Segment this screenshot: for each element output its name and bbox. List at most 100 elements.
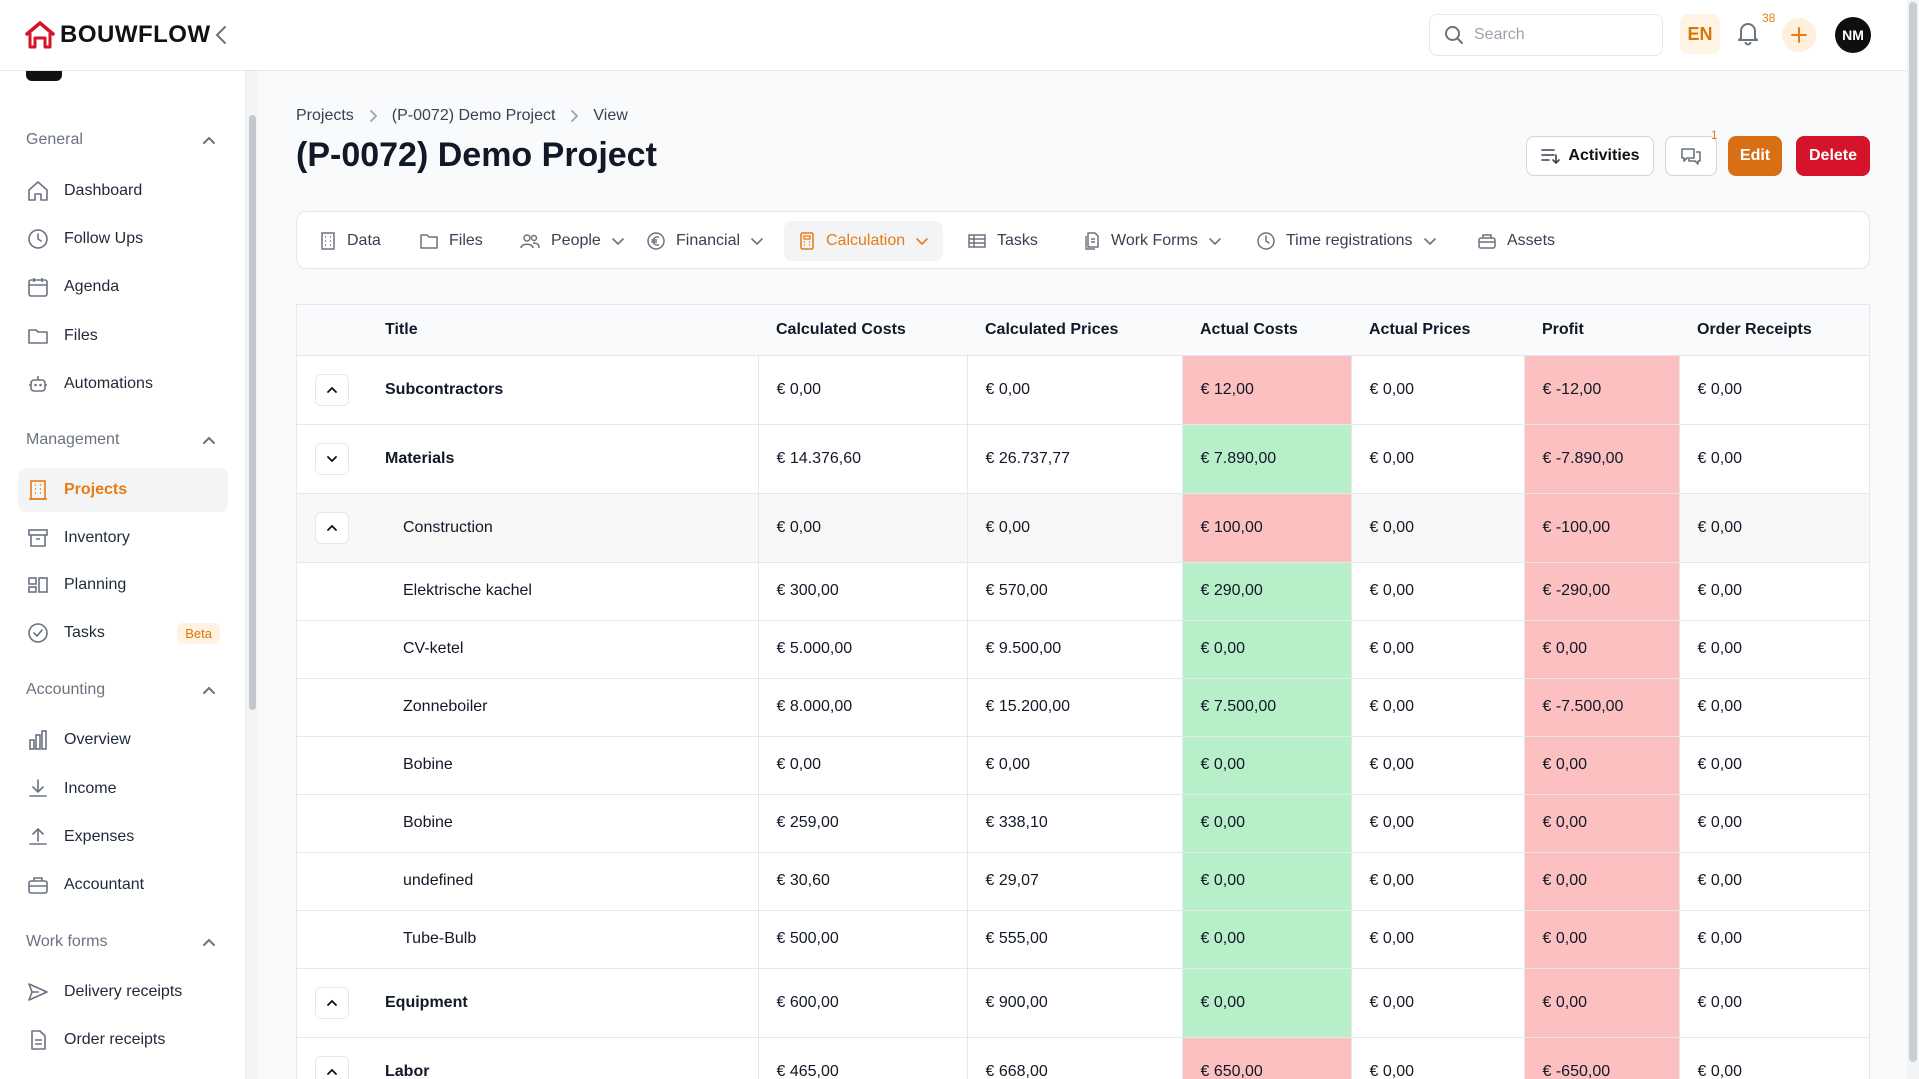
sidebar-item-follow-ups[interactable]: Follow Ups (18, 217, 228, 261)
search-box[interactable] (1429, 14, 1663, 56)
robot-icon (26, 372, 50, 396)
row-title: Bobine (367, 736, 758, 795)
sidebar-item-expenses[interactable]: Expenses (18, 815, 228, 859)
calculated-prices-cell: € 900,00 (966, 968, 1182, 1038)
sidebar-item-order-receipts[interactable]: Order receipts (18, 1018, 228, 1062)
tab-financial[interactable]: Financial (632, 221, 778, 261)
chevron-down-icon (916, 238, 928, 246)
column-header-actual-costs[interactable]: Actual Costs (1182, 305, 1351, 356)
column-header-calculated-prices[interactable]: Calculated Prices (967, 305, 1182, 356)
expand-toggle-button[interactable] (315, 986, 349, 1019)
delete-button[interactable]: Delete (1796, 136, 1870, 176)
sidebar-item-label: Income (64, 780, 117, 797)
user-avatar[interactable]: NM (1835, 17, 1871, 53)
order-receipts-cell: € 0,00 (1678, 424, 1869, 494)
expand-toggle-button[interactable] (315, 511, 349, 544)
sidebar: General Dashboard Follow Ups Agenda File… (0, 71, 246, 1079)
sidebar-item-delivery-receipts[interactable]: Delivery receipts (18, 970, 228, 1014)
expand-toggle-button[interactable] (315, 1055, 349, 1079)
tab-data[interactable]: Data (305, 221, 395, 261)
row-title: undefined (367, 852, 758, 911)
profit-cell: € -7.500,00 (1523, 678, 1679, 737)
tab-calculation[interactable]: Calculation (784, 221, 944, 261)
actual-prices-cell: € 0,00 (1350, 910, 1524, 969)
sidebar-item-income[interactable]: Income (18, 767, 228, 811)
sidebar-item-projects[interactable]: Projects (18, 468, 228, 512)
sidebar-section-general[interactable]: General (26, 131, 216, 149)
page-scrollbar-thumb[interactable] (1909, 2, 1917, 1062)
collapse-sidebar-button[interactable] (212, 24, 232, 46)
notifications-button[interactable] (1736, 20, 1760, 46)
search-input[interactable] (1474, 26, 1644, 44)
top-bar: BOUWFLOW EN 38 NM (0, 0, 1907, 71)
chevron-up-icon (203, 436, 215, 444)
column-header-title[interactable]: Title (367, 305, 758, 356)
column-header-calculated-costs[interactable]: Calculated Costs (758, 305, 967, 356)
row-title: CV-ketel (367, 620, 758, 679)
sidebar-item-label: Planning (64, 576, 127, 593)
comments-button[interactable] (1665, 136, 1717, 176)
table-row: Bobine € 259,00 € 338,10 € 0,00 € 0,00 €… (297, 794, 1869, 853)
table-row: Materials € 14.376,60 € 26.737,77 € 7.89… (297, 424, 1869, 494)
search-icon (1445, 26, 1463, 44)
row-title: Elektrische kachel (367, 562, 758, 621)
tab-files[interactable]: Files (405, 221, 497, 261)
tab-people[interactable]: People (505, 221, 639, 261)
upload-icon (26, 825, 50, 849)
sidebar-section-accounting[interactable]: Accounting (26, 681, 216, 699)
chevron-up-icon (327, 386, 337, 393)
tab-label: Data (347, 232, 381, 249)
sidebar-section-work-forms[interactable]: Work forms (26, 933, 216, 951)
tab-assets[interactable]: Assets (1463, 221, 1569, 261)
actual-costs-cell: € 0,00 (1181, 910, 1351, 969)
sidebar-item-planning[interactable]: Planning (18, 563, 228, 607)
toggle-cell (297, 852, 367, 911)
sidebar-item-label: Projects (64, 481, 128, 498)
row-title: Bobine (367, 794, 758, 853)
actual-costs-cell: € 650,00 (1181, 1037, 1351, 1079)
calculated-prices-cell: € 0,00 (966, 355, 1182, 425)
actual-costs-cell: € 0,00 (1181, 736, 1351, 795)
row-title: Labor (367, 1037, 758, 1079)
activities-button[interactable]: Activities (1526, 136, 1654, 176)
actual-prices-cell: € 0,00 (1350, 562, 1524, 621)
tab-label: Time registrations (1286, 232, 1413, 249)
calculated-costs-cell: € 300,00 (757, 562, 967, 621)
column-header-profit[interactable]: Profit (1524, 305, 1679, 356)
sidebar-item-agenda[interactable]: Agenda (18, 265, 228, 309)
sidebar-item-label: Dashboard (64, 182, 143, 199)
column-header-actual-prices[interactable]: Actual Prices (1351, 305, 1524, 356)
toggle-cell (297, 794, 367, 853)
sidebar-item-overview[interactable]: Overview (18, 718, 228, 762)
expand-toggle-button[interactable] (315, 373, 349, 406)
plus-icon (1791, 27, 1807, 43)
tab-tasks[interactable]: Tasks (953, 221, 1052, 261)
table-header-row: Title Calculated Costs Calculated Prices… (297, 305, 1869, 356)
tab-time-registrations[interactable]: Time registrations (1242, 221, 1451, 261)
sidebar-item-accountant[interactable]: Accountant (18, 863, 228, 907)
table-row: Subcontractors € 0,00 € 0,00 € 12,00 € 0… (297, 355, 1869, 425)
sidebar-item-dashboard[interactable]: Dashboard (18, 169, 228, 213)
edit-button[interactable]: Edit (1728, 136, 1782, 176)
actual-costs-cell: € 0,00 (1181, 620, 1351, 679)
sidebar-item-label: Agenda (64, 278, 120, 295)
sidebar-section-management[interactable]: Management (26, 431, 216, 449)
breadcrumb-project[interactable]: (P-0072) Demo Project (391, 107, 556, 124)
app-logo[interactable]: BOUWFLOW (24, 20, 211, 50)
sidebar-item-automations[interactable]: Automations (18, 362, 228, 406)
column-header-order-receipts[interactable]: Order Receipts (1679, 305, 1869, 356)
order-receipts-cell: € 0,00 (1678, 910, 1869, 969)
sidebar-scrollbar-thumb[interactable] (249, 115, 256, 710)
quick-add-button[interactable] (1782, 18, 1816, 52)
expand-toggle-button[interactable] (315, 442, 349, 475)
calculated-prices-cell: € 570,00 (966, 562, 1182, 621)
sidebar-item-inventory[interactable]: Inventory (18, 516, 228, 560)
language-switcher[interactable]: EN (1680, 14, 1720, 54)
toggle-cell (297, 736, 367, 795)
breadcrumb-projects[interactable]: Projects (296, 107, 354, 124)
tab-work-forms[interactable]: Work Forms (1069, 221, 1236, 261)
sidebar-item-files[interactable]: Files (18, 314, 228, 358)
profit-cell: € 0,00 (1523, 794, 1679, 853)
table-row: Equipment € 600,00 € 900,00 € 0,00 € 0,0… (297, 968, 1869, 1038)
sidebar-item-tasks[interactable]: Tasks Beta (18, 611, 228, 655)
